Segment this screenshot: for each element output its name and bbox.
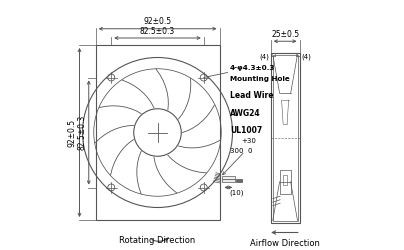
Text: Airflow Direction: Airflow Direction — [250, 239, 320, 248]
Text: 92±0.5: 92±0.5 — [67, 118, 76, 146]
Text: 92±0.5: 92±0.5 — [143, 17, 172, 26]
Text: AWG24: AWG24 — [230, 108, 261, 118]
Text: UL1007: UL1007 — [230, 126, 262, 135]
Text: (10): (10) — [229, 190, 244, 196]
Text: +30: +30 — [241, 138, 256, 144]
Text: 82.5±0.3: 82.5±0.3 — [140, 26, 175, 36]
Text: Lead Wire: Lead Wire — [230, 91, 274, 100]
Bar — [236, 180, 242, 182]
Text: Mounting Hole: Mounting Hole — [230, 76, 290, 82]
Text: 25±0.5: 25±0.5 — [271, 30, 299, 39]
Text: (4): (4) — [301, 53, 311, 60]
Bar — [283, 175, 287, 185]
Bar — [221, 176, 235, 179]
Text: 82.5±0.3: 82.5±0.3 — [77, 115, 86, 150]
Bar — [271, 52, 299, 222]
Text: (4): (4) — [259, 53, 269, 60]
Bar — [273, 54, 297, 220]
Bar — [280, 170, 290, 194]
Bar — [221, 180, 235, 182]
Text: 4-φ4.3±0.3: 4-φ4.3±0.3 — [230, 65, 276, 71]
Bar — [96, 45, 219, 220]
Text: 300  0: 300 0 — [230, 148, 252, 154]
Text: Rotating Direction: Rotating Direction — [119, 236, 196, 245]
